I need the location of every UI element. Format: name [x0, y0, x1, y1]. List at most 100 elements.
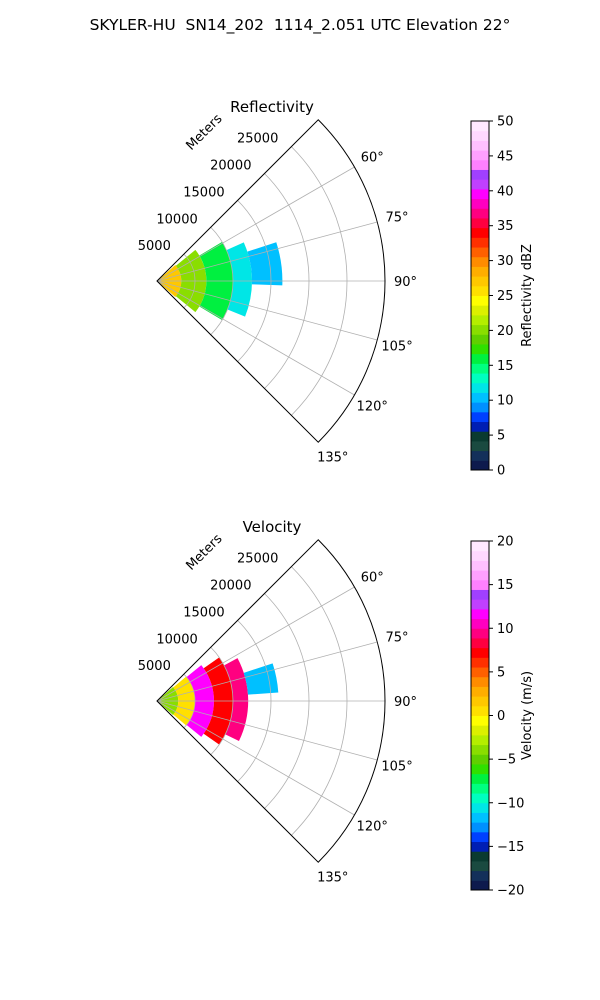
- colorbar-swatch: [471, 763, 489, 775]
- colorbar-swatch: [471, 247, 489, 258]
- panel-title: Velocity: [243, 518, 302, 536]
- colorbar-swatch: [471, 570, 489, 581]
- azimuth-tick-label: 60°: [361, 571, 384, 586]
- colorbar-swatch: [471, 140, 489, 151]
- azimuth-tick-label: 135°: [317, 451, 348, 466]
- colorbar-swatch: [471, 541, 489, 552]
- reflectivity-panel: Reflectivity 5000 10000 15000 20000 25000 Mete…: [138, 98, 535, 479]
- colorbar: 0 5 10 15 20 25 30 35 40 45 50 Reflectivity dBZ: [470, 115, 535, 479]
- colorbar-swatch: [471, 802, 489, 813]
- colorbar-tick-label: 15: [497, 578, 514, 593]
- azimuth-tick-label: 120°: [357, 819, 388, 834]
- colorbar-tick-label: 50: [497, 115, 514, 130]
- colorbar-swatch: [471, 686, 489, 697]
- colorbar-swatch: [471, 696, 489, 707]
- echo-band: [243, 663, 279, 695]
- colorbar-swatch: [471, 550, 489, 561]
- colorbar-tick-label: −10: [497, 796, 524, 811]
- colorbar-tick-label: 35: [497, 219, 514, 234]
- colorbar-swatch: [471, 373, 489, 384]
- colorbar-tick-label: 5: [497, 665, 505, 680]
- azimuth-spoke: [156, 221, 378, 282]
- colorbar-swatch: [471, 589, 489, 600]
- colorbar-tick-label: 10: [497, 622, 514, 637]
- range-tick-label: 10000: [156, 212, 197, 227]
- colorbar-swatch: [471, 285, 489, 296]
- azimuth-tick-label: 105°: [381, 759, 412, 774]
- range-tick-label: 20000: [210, 159, 251, 174]
- velocity-panel: Velocity 5000 10000 15000 20000 25000 Meters 60…: [138, 518, 535, 899]
- colorbar-swatch: [471, 667, 489, 678]
- azimuth-spoke: [156, 586, 355, 702]
- colorbar-swatch: [471, 324, 489, 335]
- colorbar-tick-label: 20: [497, 535, 514, 550]
- sector-outline: [156, 119, 386, 443]
- colorbar-tick-label: 0: [497, 464, 505, 479]
- azimuth-spoke: [156, 641, 378, 702]
- colorbar-swatch: [471, 440, 489, 452]
- colorbar-swatch: [471, 628, 489, 639]
- colorbar-swatch: [471, 334, 489, 345]
- colorbar-swatch: [471, 880, 489, 891]
- colorbar-swatch: [471, 431, 489, 442]
- echo-band: [247, 242, 283, 286]
- colorbar-swatch: [471, 276, 489, 287]
- colorbar-swatch: [471, 812, 489, 823]
- colorbar-swatch: [471, 460, 489, 471]
- colorbar-swatch: [471, 266, 489, 277]
- colorbar-swatch: [471, 150, 489, 161]
- colorbar-swatch: [471, 411, 489, 423]
- colorbar-swatch: [471, 305, 489, 316]
- colorbar-swatch: [471, 773, 489, 784]
- range-tick-label: 15000: [183, 605, 224, 620]
- colorbar-swatch: [471, 179, 489, 190]
- colorbar-swatch: [471, 725, 489, 736]
- colorbar-swatch: [471, 734, 489, 746]
- range-tick-label: 25000: [237, 132, 278, 147]
- colorbar-swatch: [471, 208, 489, 219]
- azimuth-tick-label: 105°: [381, 339, 412, 354]
- colorbar-swatch: [471, 421, 489, 432]
- azimuth-tick-label: 135°: [317, 871, 348, 886]
- colorbar-swatch: [471, 237, 489, 248]
- colorbar-tick-label: 25: [497, 289, 514, 304]
- colorbar-swatch: [471, 159, 489, 170]
- colorbar-swatch: [471, 676, 489, 687]
- colorbar-swatch: [471, 793, 489, 804]
- range-tick-label: 20000: [210, 579, 251, 594]
- colorbar-swatch: [471, 314, 489, 326]
- colorbar-swatch: [471, 579, 489, 590]
- colorbar-swatch: [471, 130, 489, 141]
- colorbar-swatch: [471, 343, 489, 355]
- colorbar-swatch: [471, 744, 489, 755]
- colorbar-tick-label: 20: [497, 324, 514, 339]
- colorbar-swatch: [471, 169, 489, 180]
- colorbar-swatch: [471, 608, 489, 620]
- colorbar-swatch: [471, 851, 489, 862]
- azimuth-tick-label: 75°: [386, 211, 409, 226]
- colorbar-swatch: [471, 363, 489, 374]
- colorbar-swatch: [471, 188, 489, 200]
- range-tick-label: 25000: [237, 552, 278, 567]
- colorbar-swatch: [471, 450, 489, 461]
- colorbar-swatch: [471, 295, 489, 306]
- colorbar-swatch: [471, 198, 489, 209]
- colorbar-swatch: [471, 705, 489, 716]
- colorbar-label: Reflectivity dBZ: [520, 244, 535, 347]
- azimuth-spoke: [156, 166, 355, 282]
- colorbar-swatch: [471, 841, 489, 852]
- azimuth-spoke: [156, 280, 378, 341]
- colorbar-swatch: [471, 382, 489, 393]
- colorbar-tick-label: 5: [497, 429, 505, 444]
- range-axis-label: Meters: [183, 111, 225, 153]
- sector-outline: [156, 539, 386, 863]
- colorbar-tick-label: −5: [497, 753, 516, 768]
- colorbar-swatch: [471, 599, 489, 610]
- colorbar-swatch: [471, 822, 489, 833]
- figure-title: SKYLER-HU SN14_202 1114_2.051 UTC Elevat…: [89, 16, 511, 34]
- panel-title: Reflectivity: [230, 98, 314, 116]
- colorbar-swatch: [471, 637, 489, 649]
- colorbar-swatch: [471, 754, 489, 765]
- azimuth-spoke: [156, 700, 378, 761]
